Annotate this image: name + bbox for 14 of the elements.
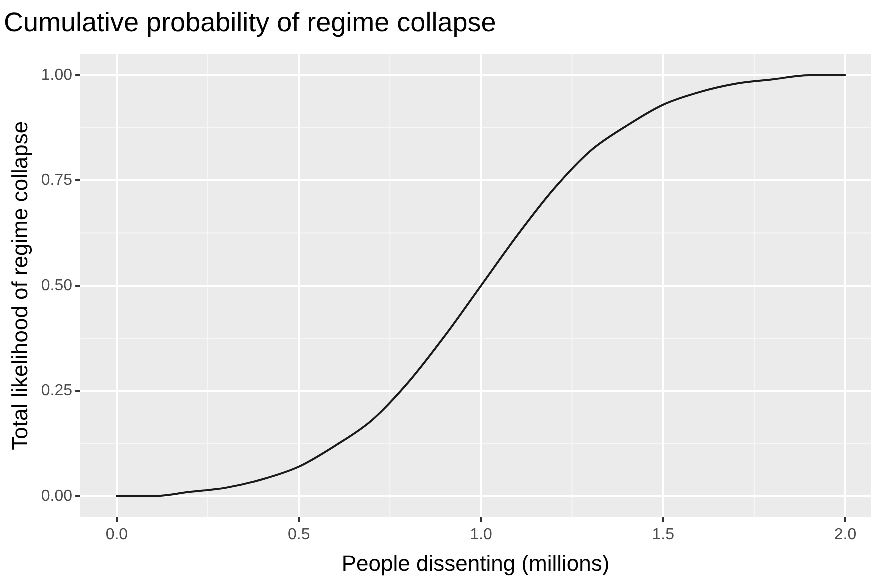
x-tick-label: 1.0 <box>470 526 492 544</box>
y-tick-label: 0.50 <box>41 277 73 294</box>
line-series <box>116 74 846 498</box>
x-tick-label: 0.0 <box>106 526 128 544</box>
y-tick-label: 0.25 <box>41 382 73 400</box>
y-tick-label: 1.00 <box>41 66 73 84</box>
x-tick-label: 0.5 <box>288 526 310 544</box>
chart-title: Cumulative probability of regime collapse <box>4 8 496 38</box>
x-axis-title: People dissenting (millions) <box>342 550 610 576</box>
x-tick-label: 1.5 <box>652 526 675 544</box>
x-tick-label: 2.0 <box>834 526 857 544</box>
y-axis-title: Total likelihood of regime collapse <box>7 121 32 450</box>
y-tick-label: 0.00 <box>41 488 73 505</box>
y-tick-label: 0.75 <box>41 172 73 190</box>
